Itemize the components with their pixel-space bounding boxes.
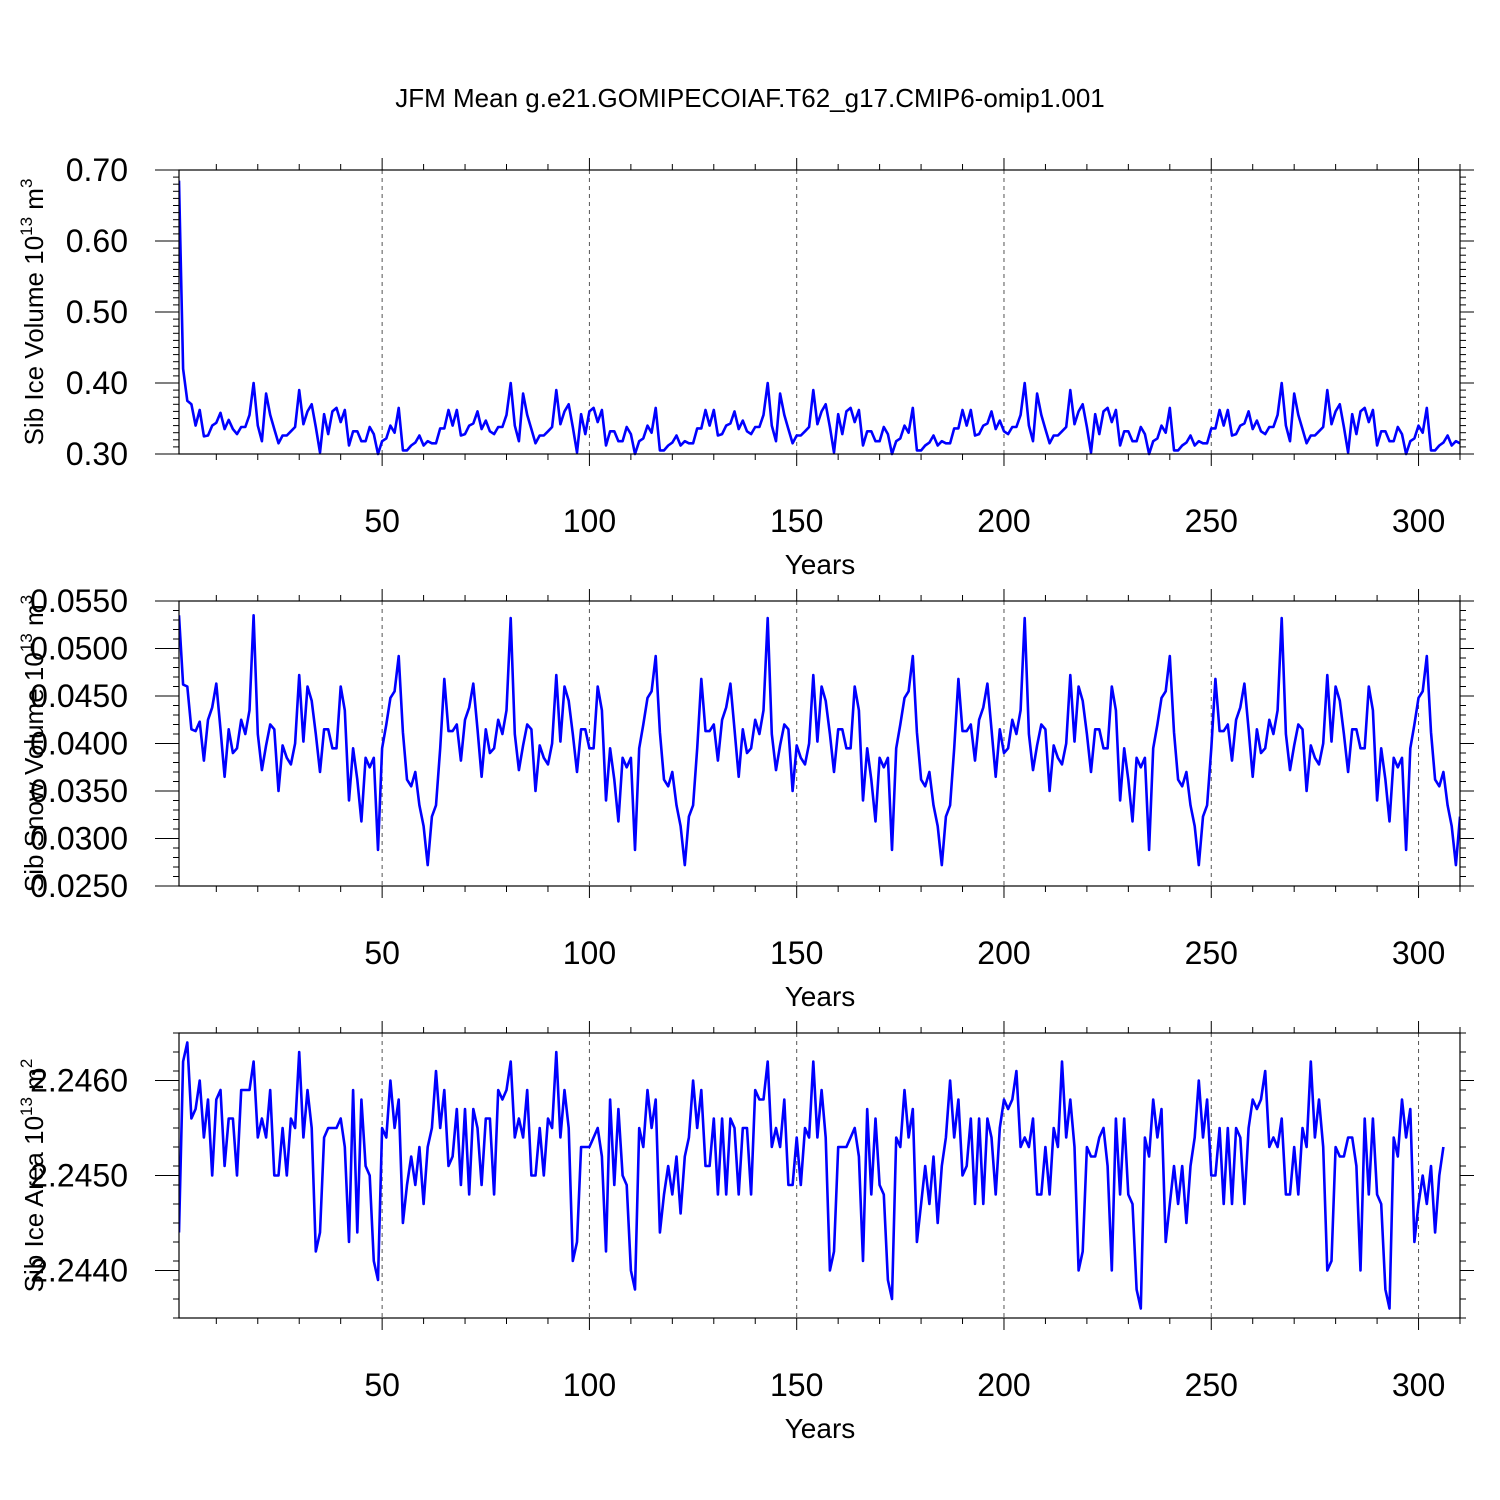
y-tick-label: 0.70 — [66, 152, 128, 188]
x-axis-label: Years — [785, 981, 856, 1012]
series-line — [179, 1041, 1445, 1310]
y-tick-label: 0.0250 — [30, 868, 128, 904]
plot-frame — [178, 1032, 1461, 1319]
x-tick-label: 300 — [1392, 1367, 1445, 1403]
x-axis-label: Years — [785, 1413, 856, 1444]
x-tick-label: 200 — [977, 935, 1030, 971]
y-axis-label: Sib Ice Area 1013 m2 — [17, 1059, 49, 1293]
x-tick-label: 300 — [1392, 503, 1445, 539]
y-axis-label: Sib Ice Volume 1013 m3 — [17, 179, 49, 446]
x-tick-label: 100 — [563, 935, 616, 971]
y-tick-label: 0.40 — [66, 365, 128, 401]
y-tick-label: 0.0550 — [30, 583, 128, 619]
x-tick-label: 150 — [770, 503, 823, 539]
series-line — [179, 180, 1460, 456]
panel-ice-volume: 0.30 0.40 0.50 0.60 0.70 50 100 150 200 250 300 Yea… — [17, 152, 1474, 580]
x-tick-label: 150 — [770, 1367, 823, 1403]
y-tick-label: 0.0300 — [30, 821, 128, 857]
panel-snow-volume: 0.0250 0.0300 0.0350 0.0400 0.0450 0.0500 0.05… — [17, 583, 1474, 1012]
x-tick-label: 100 — [563, 1367, 616, 1403]
plot-frame — [178, 169, 1461, 455]
x-tick-label: 300 — [1392, 935, 1445, 971]
x-tick-label: 200 — [977, 503, 1030, 539]
x-tick-label: 200 — [977, 1367, 1030, 1403]
y-tick-label: 2.2450 — [30, 1158, 128, 1194]
y-tick-label: 0.60 — [66, 223, 128, 259]
x-tick-label: 50 — [364, 503, 400, 539]
y-tick-label: 2.2440 — [30, 1253, 128, 1289]
x-axis-label: Years — [785, 549, 856, 580]
panel-ice-area: 2.2440 2.2450 2.2460 50 100 150 200 250 300 Years… — [17, 1021, 1474, 1444]
chart-title: JFM Mean g.e21.GOMIPECOIAF.T62_g17.CMIP6… — [395, 83, 1105, 113]
y-tick-label: 0.0350 — [30, 773, 128, 809]
y-tick-label: 0.30 — [66, 436, 128, 472]
y-tick-label: 0.0400 — [30, 726, 128, 762]
x-tick-label: 250 — [1185, 1367, 1238, 1403]
y-axis-label: Sib Snow Volume 1013 m3 — [17, 595, 49, 892]
series-line — [179, 613, 1460, 867]
y-tick-label: 0.50 — [66, 294, 128, 330]
y-tick-label: 2.2460 — [30, 1063, 128, 1099]
x-tick-label: 250 — [1185, 503, 1238, 539]
x-tick-label: 100 — [563, 503, 616, 539]
x-tick-label: 250 — [1185, 935, 1238, 971]
y-tick-label: 0.0500 — [30, 631, 128, 667]
x-tick-label: 150 — [770, 935, 823, 971]
x-tick-label: 50 — [364, 1367, 400, 1403]
plot-frame — [178, 600, 1461, 887]
x-tick-label: 50 — [364, 935, 400, 971]
y-tick-label: 0.0450 — [30, 678, 128, 714]
